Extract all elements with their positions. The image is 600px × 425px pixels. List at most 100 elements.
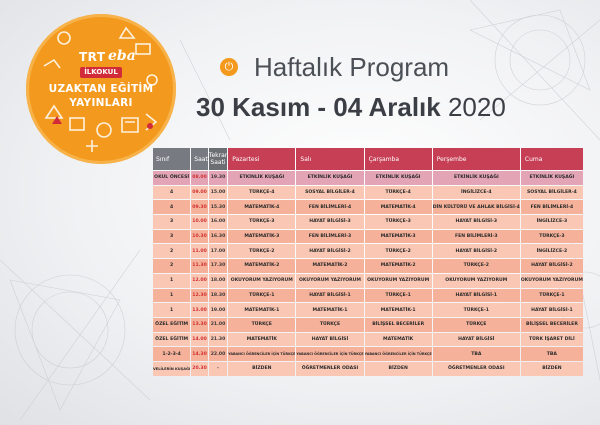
logo-ilkokul-badge: İLKOKUL (80, 67, 122, 78)
cell-sinif: 1-2-3-4 (153, 347, 191, 361)
cell-lesson: TÜRKÇE-1 (520, 288, 583, 303)
header-day: Çarşamba (364, 148, 432, 170)
cell-tekrar: 22.00 (208, 347, 228, 361)
table-row: ÖZEL EĞİTİM 13.30 21.00 TÜRKÇE TÜRKÇE Bİ… (153, 317, 583, 332)
table-row: 4 09.00 15.00 TÜRKÇE-4 SOSYAL BİLGİLER-4… (153, 185, 583, 200)
cell-lesson: ETKİNLİK KUŞAĞI (364, 171, 432, 185)
cell-saat: 12.00 (191, 273, 208, 288)
header-tekrar-line2: Saati (210, 159, 226, 166)
table-row: VELİLERİN KUŞAĞI 20.30 - BİZDEN ÖĞRETMEN… (153, 361, 583, 376)
cell-lesson: MATEMATİK-1 (364, 303, 432, 317)
cell-lesson: MATEMATİK-4 (228, 200, 296, 215)
cell-lesson: TÜRKÇE (296, 317, 364, 332)
cell-tekrar: 18.30 (208, 288, 228, 303)
cell-tekrar: 19.00 (208, 303, 228, 317)
cell-lesson: OKUYORUM YAZIYORUM (364, 273, 432, 288)
cell-lesson: TÜRKÇE-4 (228, 185, 296, 200)
table-row: 1 13.00 19.00 MATEMATİK-1 MATEMATİK-1 MA… (153, 303, 583, 317)
cell-lesson: OKUYORUM YAZIYORUM (296, 273, 364, 288)
cell-lesson: MATEMATİK-1 (296, 303, 364, 317)
cell-lesson: İNGİLİZCE-3 (520, 215, 583, 229)
table-row: ÖZEL EĞİTİM 14.00 21.30 MATEMATİK HAYAT … (153, 332, 583, 347)
table-row: 3 10.00 16.00 TÜRKÇE-3 HAYAT BİLGİSİ-3 T… (153, 215, 583, 229)
cell-sinif: 2 (153, 244, 191, 259)
logo-line-1: UZAKTAN EĞİTİM (48, 83, 154, 95)
cell-lesson: TBA (432, 347, 520, 361)
table-header-row: Sınıf Saat Tekrar Saati Pazartesi Salı Ça… (153, 148, 583, 170)
cell-saat: 14.30 (191, 347, 208, 361)
logo-eba-text: eba (108, 48, 136, 64)
cell-lesson: MATEMATİK-3 (364, 229, 432, 244)
header-day: Pazartesi (228, 148, 296, 170)
table-row: OKUL ÖNCESİ 08.00 19.30 ETKİNLİK KUŞAĞI … (153, 171, 583, 185)
cell-sinif: 3 (153, 229, 191, 244)
cell-tekrar: 15.00 (208, 185, 228, 200)
cell-lesson: FEN BİLİMLERİ-4 (296, 200, 364, 215)
cell-sinif: ÖZEL EĞİTİM (153, 317, 191, 332)
table-row: 1-2-3-4 14.30 22.00 YABANCI ÖĞRENCİLER İ… (153, 347, 583, 361)
cell-saat: 11.00 (191, 244, 208, 259)
cell-lesson: HAYAT BİLGİSİ (296, 332, 364, 347)
header-sinif: Sınıf (153, 148, 191, 170)
cell-lesson: TÜRKÇE-4 (364, 185, 432, 200)
cell-lesson: MATEMATİK-2 (228, 259, 296, 273)
cell-lesson: TÜRKÇE-1 (364, 288, 432, 303)
date-range: 30 Kasım - 04 Aralık (196, 92, 441, 122)
cell-lesson: TBA (520, 347, 583, 361)
date-range-title: 30 Kasım - 04 Aralık 2020 (196, 92, 506, 123)
cell-lesson: HAYAT BİLGİSİ-2 (296, 244, 364, 259)
cell-lesson: FEN BİLİMLERİ-4 (520, 200, 583, 215)
cell-saat: 11.30 (191, 259, 208, 273)
cell-lesson: BİLİŞSEL BECERİLER (364, 317, 432, 332)
cell-saat: 10.00 (191, 215, 208, 229)
cell-lesson: ETKİNLİK KUŞAĞI (296, 171, 364, 185)
cell-lesson: HAYAT BİLGİSİ-3 (432, 215, 520, 229)
cell-sinif: VELİLERİN KUŞAĞI (153, 361, 191, 376)
cell-lesson: TÜRK İŞARET DİLİ (520, 332, 583, 347)
header-tekrar: Tekrar Saati (208, 148, 228, 170)
header-day: Perşembe (432, 148, 520, 170)
cell-lesson: HAYAT BİLGİSİ (432, 332, 520, 347)
cell-lesson: OKUYORUM YAZIYORUM (432, 273, 520, 288)
cell-lesson: SOSYAL BİLGİLER-4 (296, 185, 364, 200)
cell-tekrar: - (208, 361, 228, 376)
cell-lesson: MATEMATİK-1 (228, 303, 296, 317)
table-row: 1 12.00 18.00 OKUYORUM YAZIYORUM OKUYORU… (153, 273, 583, 288)
cell-lesson: BİLİŞSEL BECERİLER (520, 317, 583, 332)
table-row: 2 11.00 17.00 TÜRKÇE-2 HAYAT BİLGİSİ-2 T… (153, 244, 583, 259)
cell-lesson: TÜRKÇE-2 (432, 259, 520, 273)
cell-lesson: TÜRKÇE-2 (364, 244, 432, 259)
cell-lesson: ETKİNLİK KUŞAĞI (228, 171, 296, 185)
cell-lesson: TÜRKÇE-3 (364, 215, 432, 229)
cell-lesson: İNGİLİZCE-4 (432, 185, 520, 200)
cell-lesson: OKUYORUM YAZIYORUM (228, 273, 296, 288)
cell-saat: 08.00 (191, 171, 208, 185)
cell-lesson: MATEMATİK-3 (228, 229, 296, 244)
power-icon: ⏻ (220, 58, 238, 76)
cell-lesson: HAYAT BİLGİSİ-2 (520, 259, 583, 273)
cell-lesson: MATEMATİK (364, 332, 432, 347)
cell-lesson: HAYAT BİLGİSİ-3 (296, 215, 364, 229)
cell-saat: 14.00 (191, 332, 208, 347)
table-row: 3 10.30 16.30 MATEMATİK-3 FEN BİLİMLERİ-… (153, 229, 583, 244)
cell-saat: 09.30 (191, 200, 208, 215)
cell-sinif: 4 (153, 185, 191, 200)
cell-lesson: TÜRKÇE-3 (228, 215, 296, 229)
cell-lesson: HAYAT BİLGİSİ-1 (432, 288, 520, 303)
cell-tekrar: 18.00 (208, 273, 228, 288)
cell-lesson: MATEMATİK-4 (364, 200, 432, 215)
cell-lesson: HAYAT BİLGİSİ-1 (296, 288, 364, 303)
cell-sinif: ÖZEL EĞİTİM (153, 332, 191, 347)
schedule-table: Sınıf Saat Tekrar Saati Pazartesi Salı Ça… (152, 147, 584, 377)
cell-sinif: OKUL ÖNCESİ (153, 171, 191, 185)
cell-saat: 20.30 (191, 361, 208, 376)
cell-tekrar: 21.30 (208, 332, 228, 347)
header-saat: Saat (191, 148, 208, 170)
cell-lesson: MATEMATİK-2 (364, 259, 432, 273)
cell-tekrar: 15.30 (208, 200, 228, 215)
table-row: 2 11.30 17.30 MATEMATİK-2 MATEMATİK-2 MA… (153, 259, 583, 273)
cell-sinif: 1 (153, 288, 191, 303)
cell-lesson: BİZDEN (364, 361, 432, 376)
trt-eba-logo: TRT eba İLKOKUL UZAKTAN EĞİTİM YAYINLARI (26, 14, 176, 164)
page-title: Haftalık Program (254, 52, 450, 82)
